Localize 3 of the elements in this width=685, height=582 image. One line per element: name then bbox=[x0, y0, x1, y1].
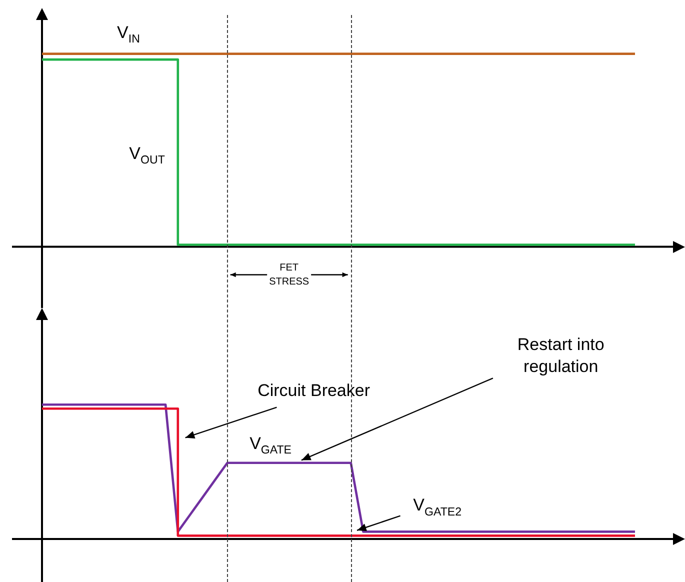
text: FET STRESS bbox=[269, 262, 310, 288]
text: Restart into regulation bbox=[517, 334, 604, 376]
text: Circuit Breaker bbox=[258, 381, 370, 400]
